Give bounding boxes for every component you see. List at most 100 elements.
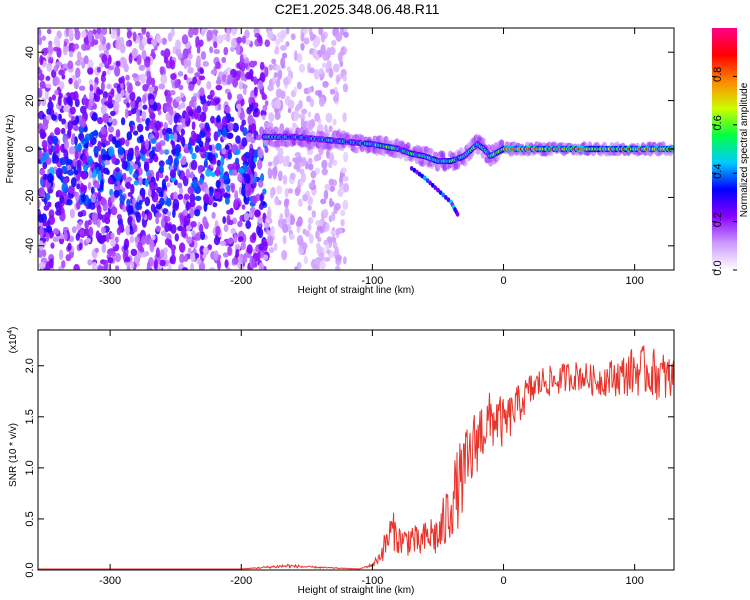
heatmap-cell: [63, 231, 68, 241]
heatmap-cell: [335, 265, 341, 270]
heatmap-cell: [199, 68, 204, 75]
heatmap-cell: [165, 96, 173, 104]
heatmap-cell: [328, 178, 335, 186]
heatmap-cell: [216, 34, 224, 45]
heatmap-cell: [269, 187, 274, 199]
heatmap-cell: [274, 99, 282, 109]
figure-title: C2E1.2025.348.06.48.R11: [275, 1, 440, 17]
heatmap-cell: [190, 262, 194, 270]
heatmap-cell: [126, 198, 131, 207]
heatmap-cell: [68, 30, 73, 39]
heatmap-cell: [157, 110, 162, 116]
heatmap-cell: [211, 29, 219, 35]
heatmap-cell: [170, 73, 177, 80]
heatmap-cell: [258, 243, 265, 251]
heatmap-cell: [147, 188, 152, 198]
heatmap-cell: [67, 169, 74, 176]
heatmap-cell: [285, 155, 290, 166]
heatmap-cell: [111, 118, 118, 126]
heatmap-cell: [183, 74, 188, 81]
heatmap-cell: [267, 235, 274, 247]
heatmap-cell: [307, 217, 314, 225]
heatmap-cell: [216, 130, 221, 138]
heatmap-cell: [480, 137, 486, 145]
snr-x-ticks: -300 -200 -100 0 100: [99, 330, 644, 587]
heatmap-cell: [330, 201, 335, 207]
heatmap-cell: [441, 192, 446, 198]
heatmap-cell: [257, 216, 263, 224]
heatmap-cell: [88, 32, 93, 44]
heatmap-cell: [129, 125, 134, 133]
heatmap-cell: [189, 200, 196, 208]
heatmap-cell: [115, 60, 121, 67]
heatmap-cell: [317, 236, 322, 243]
heatmap-cell: [273, 242, 278, 251]
heatmap-cell: [342, 112, 347, 123]
heatmap-cell: [308, 182, 315, 189]
heatmap-cell: [262, 104, 268, 112]
heatmap-cell: [192, 28, 199, 36]
heatmap-cell: [187, 186, 194, 195]
heatmap-cell: [165, 112, 171, 121]
snr-y-scale-suffix: ): [8, 327, 19, 330]
heatmap-cell: [76, 183, 81, 190]
heatmap-cell: [264, 100, 269, 106]
heatmap-cell: [195, 195, 202, 202]
heatmap-cell: [223, 224, 229, 233]
heatmap-cell: [145, 125, 150, 131]
heatmap-cell: [107, 65, 115, 71]
heatmap-cell: [166, 211, 172, 217]
heatmap-cell: [72, 91, 79, 102]
snr-series-line: [38, 345, 674, 570]
heatmap-cell: [87, 67, 94, 75]
heatmap-cell: [91, 115, 97, 121]
heatmap-cell: [148, 120, 156, 130]
heatmap-cell: [281, 249, 288, 261]
heatmap-cell: [268, 247, 275, 254]
svg-text:(x104): (x104): [7, 327, 19, 354]
heatmap-cell: [409, 166, 414, 171]
heatmap-cell: [45, 75, 51, 81]
heatmap-cell: [114, 142, 120, 149]
heatmap-cell: [164, 90, 169, 97]
heatmap-cell: [130, 183, 135, 195]
heatmap-cell: [85, 237, 91, 243]
heatmap-cell: [323, 239, 328, 246]
heatmap-cell: [134, 149, 140, 158]
heatmap-cell: [111, 154, 116, 164]
colorbar-tick-label: 0.8: [712, 67, 724, 82]
heatmap-cell: [51, 114, 57, 121]
heatmap-cell: [354, 146, 360, 154]
heatmap-cell: [332, 63, 340, 73]
heatmap-cell: [107, 177, 113, 185]
heatmap-cell: [331, 211, 335, 219]
heatmap-cell: [52, 135, 59, 145]
heatmap-cell: [224, 144, 230, 150]
heatmap-cell: [198, 39, 204, 47]
heatmap-cell: [226, 209, 233, 215]
heatmap-cell: [266, 210, 272, 221]
heatmap-cell: [128, 53, 133, 64]
heatmap-cell: [116, 213, 122, 220]
heatmap-cell: [242, 127, 248, 137]
heatmap-cell: [228, 219, 234, 226]
x-tick-label: -300: [99, 575, 121, 587]
heatmap-cell: [284, 198, 290, 205]
heatmap-cell: [188, 110, 194, 117]
heatmap-cell: [45, 115, 52, 121]
heatmap-cell: [114, 66, 121, 77]
heatmap-cell: [47, 44, 54, 56]
heatmap-cell: [115, 39, 122, 51]
heatmap-cell: [136, 108, 141, 120]
heatmap-cell: [77, 211, 84, 218]
heatmap-cell: [198, 140, 204, 148]
heatmap-cell: [45, 192, 51, 201]
heatmap-cell: [74, 149, 79, 161]
heatmap-cell: [204, 130, 211, 139]
heatmap-cell: [110, 88, 115, 95]
heatmap-cell: [179, 243, 184, 252]
heatmap-cell: [325, 112, 333, 123]
heatmap-cell: [38, 28, 42, 36]
heatmap-cell: [300, 118, 305, 130]
heatmap-cell: [70, 177, 77, 188]
